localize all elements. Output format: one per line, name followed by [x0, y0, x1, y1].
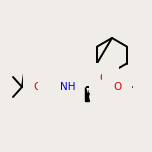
Text: O: O: [100, 73, 108, 83]
Text: O: O: [34, 82, 42, 92]
Text: O: O: [49, 90, 57, 100]
Text: NH: NH: [60, 82, 76, 92]
Polygon shape: [85, 87, 89, 101]
Text: O: O: [113, 82, 121, 92]
